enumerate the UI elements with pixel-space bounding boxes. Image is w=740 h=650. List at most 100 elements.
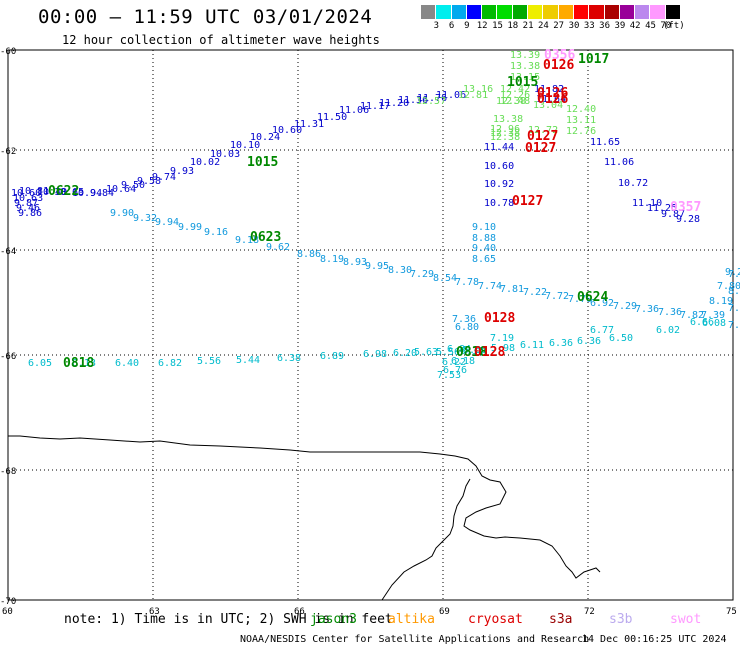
wave-height-label: 9.90 — [110, 208, 134, 219]
wave-height-label: 9.46 — [16, 203, 40, 214]
wave-height-label: 13.04 — [533, 100, 563, 111]
wave-height-label: 11.64 — [536, 94, 566, 105]
wave-height-label: 12.81 — [458, 90, 488, 101]
wave-height-label: 7.7 — [728, 320, 740, 331]
wave-height-label: 7.22 — [523, 287, 547, 298]
wave-height-label: 10.63 — [13, 193, 43, 204]
legend-label: 45 — [645, 21, 656, 31]
wave-height-label: 13.38 — [510, 61, 540, 72]
wave-height-label: 10.24 — [250, 132, 280, 143]
wave-height-label: 10.78 — [484, 198, 514, 209]
wave-height-label: 9.62 — [266, 242, 290, 253]
wave-height-label: 10.65 — [54, 187, 84, 198]
wave-height-label: 9.99 — [178, 222, 202, 233]
wave-height-label: 11.10 — [632, 198, 662, 209]
coastline — [381, 478, 471, 601]
wave-height-label: 5.63 — [414, 347, 438, 358]
wave-height-label: 9.74 — [152, 172, 176, 183]
wave-height-label: 6.98 — [363, 349, 387, 360]
wave-height-label: 13.15 — [510, 72, 540, 83]
wave-height-label: 8.19 — [709, 296, 733, 307]
wave-height-label: 7.70 — [568, 294, 592, 305]
latitude-tick-label: -66 — [0, 352, 16, 362]
wave-height-label: 7.29 — [410, 269, 434, 280]
wave-height-label: 10.60 — [11, 188, 41, 199]
wave-height-label: 10.81 — [19, 186, 49, 197]
legend-label: 27 — [553, 21, 565, 31]
legend-label: 24 — [537, 21, 549, 31]
wave-height-label: 6.13 — [72, 358, 96, 369]
wave-height-label: 7.72 — [545, 291, 569, 302]
legend-swatch — [604, 5, 620, 19]
wave-height-label: 9.40 — [472, 243, 496, 254]
wave-height-label: 7.74 — [478, 281, 502, 292]
legend-swatch — [421, 5, 437, 19]
wave-height-label: 6.11 — [520, 340, 544, 351]
wave-height-label: 7.53 — [437, 370, 461, 381]
wave-height-label: 11.06 — [436, 90, 466, 101]
wave-height-label: 6.40 — [115, 358, 139, 369]
wave-height-label: 5.56 — [463, 345, 487, 356]
wave-height-label: 6.22 — [442, 357, 466, 368]
wave-height-label: 9.58 — [137, 176, 161, 187]
latitude-tick-label: -70 — [0, 597, 16, 607]
wave-height-label: 9.86 — [18, 208, 42, 219]
satellite-name: jason3 — [310, 612, 357, 627]
wave-height-label: 12.76 — [566, 126, 596, 137]
footer-note: note: 1) Time is in UTC; 2) SWH is in fe… — [64, 612, 393, 627]
legend-label: 3 — [433, 21, 440, 31]
wave-height-label: 11.31 — [294, 119, 324, 130]
wave-height-label: 6.66 — [690, 317, 714, 328]
longitude-tick-label: 75 — [726, 607, 737, 617]
wave-height-label: 9.84 — [90, 188, 114, 199]
legend-swatch — [619, 5, 636, 19]
pass-time-marker: 0126 — [543, 58, 574, 73]
legend-swatch — [543, 5, 559, 19]
wave-height-label: 11.50 — [317, 112, 347, 123]
longitude-tick-label: 72 — [584, 607, 595, 617]
wave-height-label: 5.56 — [197, 356, 221, 367]
latitude-tick-label: -64 — [0, 247, 16, 257]
wave-height-label: 8.05 — [728, 286, 740, 297]
wave-height-label: 8.54 — [433, 273, 457, 284]
wave-height-label: 8.93 — [343, 257, 367, 268]
wave-height-label: 11.20 — [379, 98, 409, 109]
wave-height-label: 6.18 — [451, 356, 475, 367]
wave-height-label: 9.16 — [204, 227, 228, 238]
pass-time-marker: 0128 — [484, 311, 515, 326]
pass-time-marker: 0126 — [537, 92, 568, 107]
latitude-tick-label: -68 — [0, 467, 16, 477]
wave-height-label: 11.06 — [604, 157, 634, 168]
wave-height-label: 9.87 — [661, 209, 685, 220]
coastline — [8, 435, 601, 579]
pass-time-marker: 1015 — [507, 75, 538, 90]
wave-height-label: 5.44 — [236, 355, 260, 366]
legend-swatch — [436, 5, 452, 19]
wave-height-label: 8.19 — [320, 254, 344, 265]
wave-height-label: 9.28 — [725, 267, 740, 278]
longitude-tick-label: 69 — [439, 607, 450, 617]
wave-height-label: 10.60 — [484, 161, 514, 172]
pass-time-marker: 0127 — [525, 141, 556, 156]
wave-height-label: 13.39 — [510, 50, 540, 61]
pass-time-marker: 0356 — [544, 48, 575, 63]
legend-label: 39 — [614, 21, 626, 31]
pass-time-marker: 0127 — [512, 194, 543, 209]
latitude-tick-label: -62 — [0, 147, 16, 157]
wave-height-label: 12.72 — [528, 125, 558, 136]
wave-height-label: 10.03 — [210, 149, 240, 160]
legend-label: 9 — [464, 21, 470, 31]
wave-height-label: 6.05 — [28, 358, 52, 369]
pass-time-marker: 0818 — [456, 345, 487, 360]
wave-height-label: 13.16 — [463, 84, 493, 95]
legend-swatch — [650, 5, 666, 19]
longitude-tick-label: 63 — [149, 607, 160, 617]
wave-height-label: 6.84 — [447, 344, 471, 355]
satellite-name: altika — [388, 612, 435, 627]
map-subtitle: 12 hour collection of altimeter wave hei… — [62, 33, 380, 47]
wave-height-label: 10.40 — [37, 187, 67, 198]
legend-swatch — [635, 5, 651, 19]
legend-swatch — [589, 5, 605, 19]
wave-height-label: 6.77 — [590, 325, 614, 336]
wave-height-label: 6.50 — [609, 333, 633, 344]
